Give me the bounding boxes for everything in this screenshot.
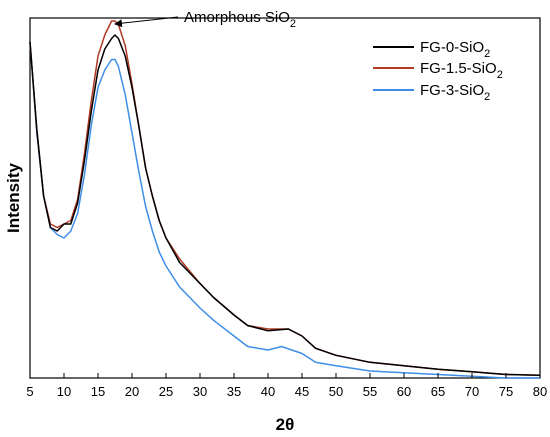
x-tick-label: 60 [397,384,411,399]
legend-label-fg3: FG-3-SiO2 [420,82,490,103]
x-tick-label: 30 [193,384,207,399]
series-line-fg0 [29,34,541,376]
legend-label-fg3-sub: 2 [484,91,490,103]
legend-label-fg0-main: FG-0-SiO [420,39,484,56]
series-line-fg3 [29,41,540,379]
legend-label-fg15-sub: 2 [497,69,503,81]
x-axis-ticks: 5 10 15 20 25 30 35 40 45 50 55 60 65 70 75 80 [26,373,547,399]
x-tick-label: 50 [329,384,343,399]
x-tick-label: 10 [57,384,71,399]
annotation-arrow [114,16,179,28]
x-tick-label: 70 [465,384,479,399]
legend-label-fg0-sub: 2 [484,48,490,60]
plot-frame [29,17,541,379]
x-tick-label: 55 [363,384,377,399]
x-tick-label: 45 [295,384,309,399]
x-tick-label: 40 [261,384,275,399]
legend-label-fg15-main: FG-1.5-SiO [420,60,497,77]
legend-label-fg0: FG-0-SiO2 [420,39,490,60]
series-group [29,20,541,379]
annotation-label: Amorphous SiO2 [184,9,296,30]
annotation-main: Amorphous SiO [184,9,290,26]
legend-label-fg3-main: FG-3-SiO [420,82,484,99]
annotation-sub: 2 [290,18,296,30]
legend: FG-0-SiO2 FG-1.5-SiO2 FG-3-SiO2 [373,39,503,103]
x-tick-label: 20 [125,384,139,399]
y-axis-title: Intensity [4,163,23,233]
x-tick-label: 15 [91,384,105,399]
legend-label-fg15: FG-1.5-SiO2 [420,60,503,81]
x-tick-label: 65 [431,384,445,399]
x-tick-label: 80 [533,384,547,399]
x-tick-label: 75 [499,384,513,399]
x-axis-title: 2θ [276,415,295,434]
x-tick-label: 35 [227,384,241,399]
x-tick-label: 25 [159,384,173,399]
annotation: Amorphous SiO2 [114,9,296,30]
x-tick-label: 5 [26,384,33,399]
